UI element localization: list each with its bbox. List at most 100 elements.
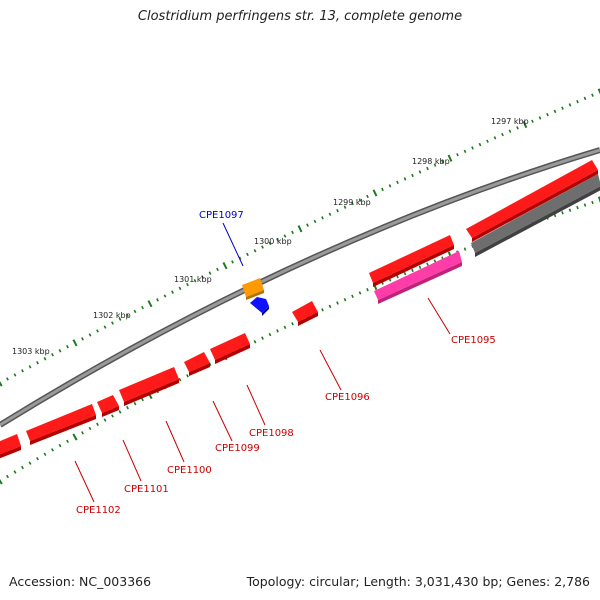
gene-cpe1097-feature[interactable] <box>250 297 269 316</box>
outer-scale-tick <box>81 337 84 341</box>
kbp-label-1301: 1301 kbp <box>174 275 212 284</box>
inner-scale-tick <box>403 271 407 276</box>
outer-scale-tick <box>88 333 92 337</box>
feature-orange[interactable] <box>242 278 264 300</box>
inner-scale-tick <box>6 474 9 479</box>
outer-scale-tick <box>561 106 564 110</box>
inner-scale-tick <box>13 470 17 474</box>
inner-scale-tick <box>328 304 332 309</box>
outer-scale-tick <box>546 112 549 117</box>
outer-scale-tick <box>36 361 39 365</box>
outer-scale-tick <box>441 159 444 164</box>
cpe1099-leader-line <box>212 400 233 442</box>
topology-text: Topology: circular; Length: 3,031,430 bp… <box>246 574 590 589</box>
cpe1100-leader-line <box>165 420 185 463</box>
outer-scale-tick <box>171 290 174 294</box>
inner-scale-tick <box>28 461 32 465</box>
outer-scale-tick <box>433 163 437 167</box>
outer-scale-tick <box>321 216 324 220</box>
gene-feature-left-edge[interactable] <box>0 434 21 459</box>
gene-label-cpe1097[interactable]: CPE1097 <box>199 210 244 221</box>
outer-scale-tick <box>58 349 62 353</box>
inner-scale-tick <box>283 325 287 330</box>
inner-scale-tick <box>561 211 564 215</box>
outer-scale-tick <box>358 198 362 202</box>
outer-scale-tick <box>336 208 339 213</box>
outer-scale-tick <box>388 184 392 188</box>
outer-scale-tick <box>21 369 24 373</box>
gene-feature-mid[interactable] <box>369 235 454 287</box>
kbp-label-1297: 1297 kbp <box>491 117 529 126</box>
gene-cpe1099-feature[interactable] <box>184 352 210 376</box>
gene-label-cpe1095[interactable]: CPE1095 <box>451 335 496 346</box>
outer-scale-tick <box>276 238 279 242</box>
inner-scale-tick <box>43 452 47 457</box>
gene-feature-grey[interactable] <box>471 174 600 257</box>
gene-label-cpe1100[interactable]: CPE1100 <box>167 465 212 476</box>
gene-label-cpe1099[interactable]: CPE1099 <box>215 443 260 454</box>
outer-scale-ticks <box>0 88 600 387</box>
outer-scale-tick <box>591 93 594 97</box>
cpe1095-leader-line <box>427 297 451 335</box>
kbp-label-1300: 1300 kbp <box>254 237 292 246</box>
kbp-label-1298: 1298 kbp <box>412 157 450 166</box>
gene-cpe1102-feature[interactable] <box>26 404 96 445</box>
outer-scale-tick <box>72 339 78 347</box>
outer-scale-tick <box>538 116 542 120</box>
gene-feature-top-right[interactable] <box>466 160 598 242</box>
gene-label-cpe1102[interactable]: CPE1102 <box>76 505 121 516</box>
gene-label-cpe1101[interactable]: CPE1101 <box>124 484 169 495</box>
gene-cpe1098-feature[interactable] <box>210 333 250 364</box>
outer-scale-tick <box>246 252 249 257</box>
outer-scale-tick <box>313 219 317 224</box>
inner-scale-tick <box>186 374 189 378</box>
inner-scale-tick <box>133 401 137 406</box>
inner-scale-tick <box>261 336 264 340</box>
inner-scale-tick <box>51 448 54 452</box>
gene-cpe1095-feature[interactable] <box>374 251 462 304</box>
outer-scale-tick <box>426 166 429 171</box>
kbp-label-1302: 1302 kbp <box>93 311 131 320</box>
outer-scale-tick <box>463 149 467 154</box>
outer-scale-tick <box>231 260 234 264</box>
inner-scale-tick <box>118 410 122 414</box>
inner-scale-tick <box>178 378 182 382</box>
inner-scale-tick <box>597 196 600 204</box>
outer-scale-tick <box>568 103 572 107</box>
outer-scale-tick <box>111 321 114 325</box>
outer-scale-tick <box>372 189 378 197</box>
outer-scale-tick <box>283 234 287 238</box>
outer-scale-tick <box>222 262 228 270</box>
inner-scale-tick <box>366 287 369 292</box>
outer-scale-tick <box>193 279 197 283</box>
inner-scale-tick <box>343 297 347 302</box>
outer-scale-tick <box>583 96 587 101</box>
kbp-label-1303: 1303 kbp <box>12 347 50 356</box>
outer-scale-tick <box>268 241 272 246</box>
outer-scale-tick <box>103 325 107 329</box>
gene-cpe1100-feature[interactable] <box>119 367 179 406</box>
inner-scale-tick <box>36 456 39 461</box>
gene-label-cpe1096[interactable]: CPE1096 <box>325 392 370 403</box>
outer-scale-tick <box>126 313 129 317</box>
outer-scale-tick <box>261 245 264 249</box>
outer-scale-tick <box>156 298 159 302</box>
outer-scale-tick <box>411 173 414 178</box>
inner-scale-tick <box>568 208 572 212</box>
outer-scale-tick <box>456 153 459 157</box>
outer-scale-tick <box>6 377 9 381</box>
gene-cpe1101-feature[interactable] <box>97 395 119 417</box>
outer-scale-tick <box>343 205 347 209</box>
inner-scale-tick <box>351 294 354 299</box>
outer-scale-tick <box>297 225 303 233</box>
inner-scale-tick <box>21 465 24 470</box>
inner-scale-tick <box>336 301 339 305</box>
outer-scale-tick <box>51 353 54 357</box>
gene-cpe1096-feature[interactable] <box>292 301 318 326</box>
inner-scale-tick <box>0 479 3 485</box>
inner-scale-tick <box>88 426 92 431</box>
outer-scale-tick <box>216 267 219 272</box>
gene-label-cpe1098[interactable]: CPE1098 <box>249 428 294 439</box>
outer-scale-tick <box>403 177 407 181</box>
